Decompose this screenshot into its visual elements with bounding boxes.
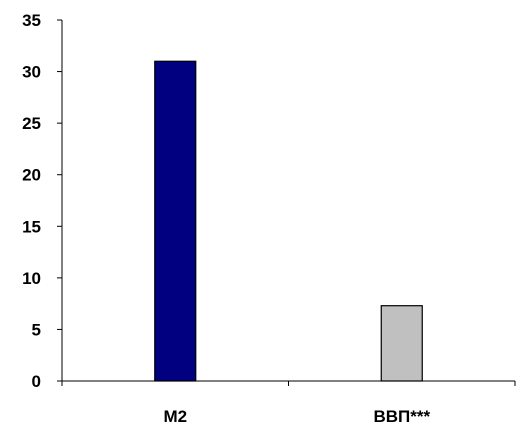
category-labels: М2 ВВП*** [163,407,430,426]
y-tick-label: 35 [22,11,41,30]
bar [380,305,423,382]
y-tick-label: 20 [22,166,41,185]
y-tick-label: 5 [32,320,41,339]
x-category-label: ВВП*** [373,407,430,426]
bars [154,60,423,382]
y-tick-label: 15 [22,217,41,236]
y-axis-ticks: 0 5 10 15 20 25 30 35 [22,11,62,391]
x-category-label: М2 [163,407,187,426]
y-tick-label: 30 [22,63,41,82]
bar [154,60,197,382]
y-tick-label: 25 [22,114,41,133]
x-axis-ticks [61,381,516,386]
y-tick-label: 10 [22,269,41,288]
y-tick-label: 0 [32,372,41,391]
